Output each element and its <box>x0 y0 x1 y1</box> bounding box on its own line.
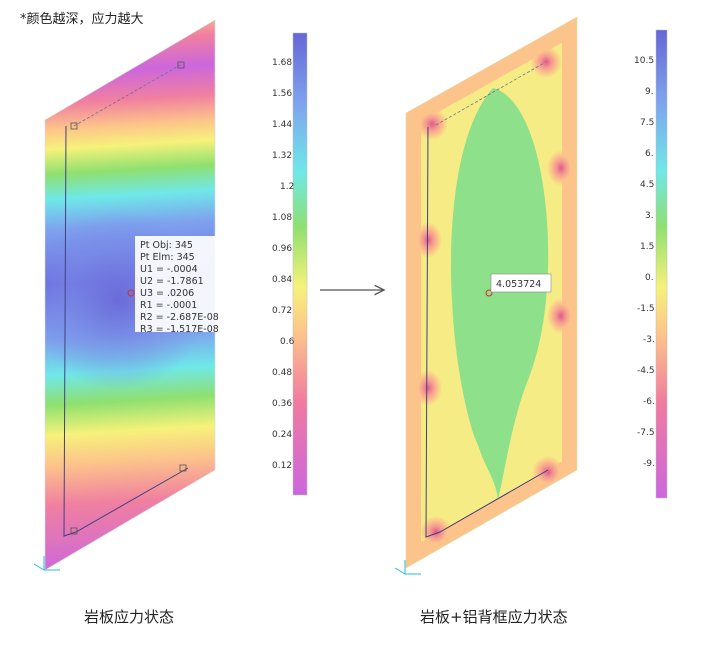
left-scale-tick: 1.56 <box>272 89 292 99</box>
right-tooltip: 4.053724 <box>490 273 552 293</box>
left-scale-tick: 1.08 <box>272 213 292 223</box>
left-tooltip-box <box>135 236 217 332</box>
right-scale-tick: 10.5 <box>634 56 654 66</box>
left-scale-tick: 1.32 <box>272 151 292 161</box>
right-plate-outline <box>405 16 578 569</box>
right-hotspot <box>414 222 442 258</box>
left-color-scale: 1.68 1.56 1.44 1.32 1.2 1.08 0.96 0.84 0… <box>272 32 308 496</box>
right-hotspot <box>530 46 562 78</box>
right-hotspot <box>414 370 442 406</box>
right-hotspot <box>416 108 448 140</box>
left-scale-tick: 0.72 <box>272 306 292 316</box>
right-scale-tick: 1.5 <box>640 242 654 252</box>
right-scale-bar <box>655 29 668 499</box>
right-scale-tick: 9. <box>645 87 654 97</box>
left-tooltip-line: R3 = -1.517E-08 <box>140 324 219 335</box>
left-support-bottom-left <box>70 527 78 535</box>
right-scale-tick: 7.5 <box>640 118 654 128</box>
left-plate-core <box>45 20 215 570</box>
left-support-bottom-right <box>179 464 187 472</box>
left-tooltip-line: U1 = -.0004 <box>140 264 198 275</box>
left-scale-tick: 1.68 <box>272 58 292 68</box>
right-hotspot <box>420 516 452 548</box>
right-frame-top <box>435 62 545 126</box>
left-frame-top <box>73 63 183 127</box>
right-plate-center-zone <box>451 88 549 500</box>
right-plate <box>394 16 578 575</box>
right-scale-tick: 6. <box>645 149 654 159</box>
left-scale-tick: 1.44 <box>272 120 292 130</box>
right-scale-tick: 4.5 <box>640 180 654 190</box>
left-axis-triad <box>33 556 60 571</box>
left-support-top-left <box>70 122 78 130</box>
left-scale-tick: 0.96 <box>272 244 292 254</box>
right-tooltip-box <box>490 273 552 293</box>
right-scale-tick: 0. <box>645 273 654 283</box>
stress-figure: Pt Obj: 345 Pt Elm: 345 U1 = -.0004 U2 =… <box>33 16 668 575</box>
left-tooltip-line: R1 = -.0001 <box>140 300 197 311</box>
left-scale-tick: 0.48 <box>272 368 292 378</box>
note-text: *颜色越深，应力越大 <box>20 12 144 27</box>
right-hotspot <box>547 298 575 334</box>
left-frame-line <box>63 125 189 537</box>
left-tooltip-line: R2 = -2.687E-08 <box>140 312 219 323</box>
right-scale-tick: -9. <box>643 459 655 469</box>
left-scale-bar <box>292 32 308 496</box>
left-scale-tick: 0.6 <box>280 337 295 347</box>
left-scale-tick: 1.2 <box>280 182 294 192</box>
left-probe-point <box>127 289 135 297</box>
left-scale-tick: 0.24 <box>272 430 292 440</box>
right-scale-tick: -3. <box>643 335 655 345</box>
left-plate <box>33 19 216 571</box>
left-tooltip-line: Pt Obj: 345 <box>140 240 193 251</box>
left-tooltip-line: U2 = -1.7861 <box>140 276 204 287</box>
left-plate-outline <box>44 19 216 571</box>
right-scale-tick: -7.5 <box>637 428 655 438</box>
right-hotspot <box>547 150 575 186</box>
right-scale-tick: -4.5 <box>637 366 655 376</box>
left-caption: 岩板应力状态 <box>84 608 175 626</box>
right-axis-triad <box>394 560 421 575</box>
left-scale-tick: 0.84 <box>272 275 292 285</box>
left-tooltip-line: U3 = .0206 <box>140 288 194 299</box>
right-probe-point <box>485 289 493 297</box>
right-caption: 岩板+铝背框应力状态 <box>420 608 568 626</box>
left-tooltip-line: Pt Elm: 345 <box>140 252 195 263</box>
left-scale-tick: 0.12 <box>272 461 292 471</box>
right-hotspot <box>532 456 564 488</box>
right-scale-tick: -6. <box>643 397 655 407</box>
left-tooltip: Pt Obj: 345 Pt Elm: 345 U1 = -.0004 U2 =… <box>135 236 219 335</box>
left-support-top-right <box>177 61 185 69</box>
right-tooltip-value: 4.053724 <box>496 279 541 290</box>
right-frame-line <box>425 126 549 538</box>
right-scale-tick: -1.5 <box>637 304 655 314</box>
left-scale-tick: 0.36 <box>272 399 292 409</box>
right-scale-tick: 3. <box>645 211 654 221</box>
right-color-scale: 10.5 9. 7.5 6. 4.5 3. 1.5 0. -1.5 -3. -4… <box>634 29 668 499</box>
